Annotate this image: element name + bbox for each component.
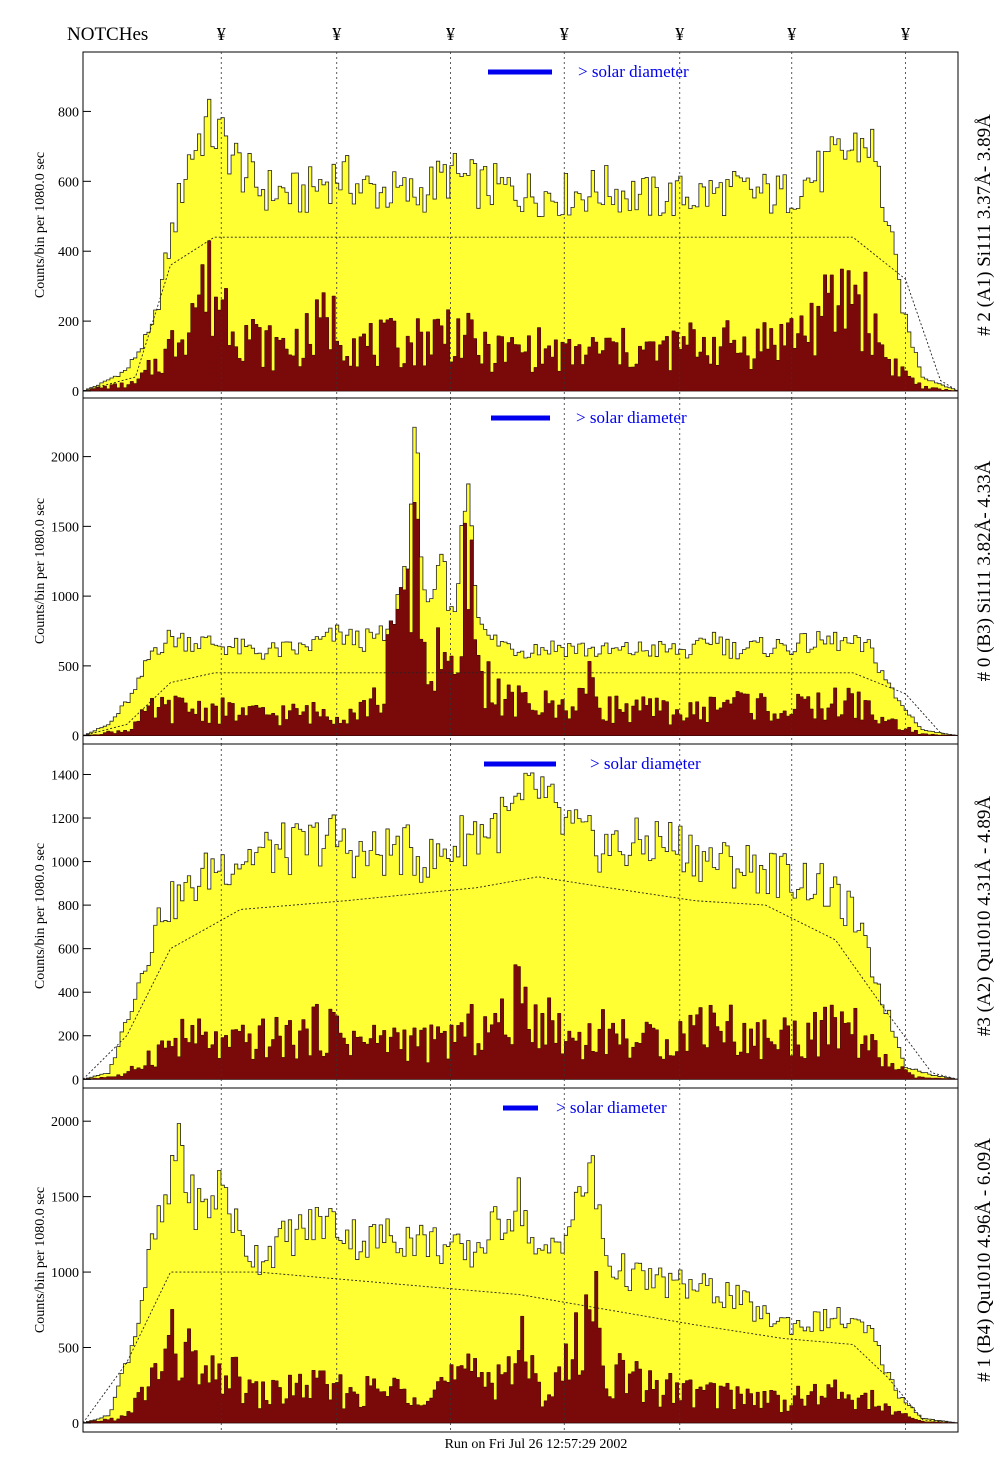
baseline-curve [82, 672, 959, 737]
notch-symbol: ¥ [787, 24, 796, 44]
chart-panel: 0 200 400 600 800 Counts/bin per 1080.0 sec # … [33, 51, 995, 400]
chart-panel: 0 500 1000 1500 2000 Counts/bin per 1080.0 se… [33, 1087, 995, 1433]
chart-panel: 0 200 400 600 800 1000 1200 1400 Counts/bin per … [33, 743, 995, 1089]
envelope-histogram [82, 772, 959, 1080]
y-axis-label: Counts/bin per 1080.0 sec [33, 1187, 48, 1333]
y-tick-label: 1000 [51, 856, 79, 871]
y-tick-label: 400 [58, 245, 79, 260]
y-tick-label: 800 [58, 899, 79, 914]
notches-label: NOTCHes [67, 24, 148, 45]
notch-symbol-row: ¥ ¥ ¥ ¥ ¥ ¥ ¥ [217, 24, 910, 44]
y-tick-label: 800 [58, 105, 79, 120]
y-tick-label: 0 [72, 1417, 79, 1432]
baseline-curve [82, 1271, 959, 1424]
baseline-curve [82, 236, 959, 392]
y-tick-label: 200 [58, 1030, 79, 1045]
notch-symbol: ¥ [675, 24, 684, 44]
run-timestamp: Run on Fri Jul 26 12:57:29 2002 [445, 1437, 628, 1452]
baseline-curve [82, 876, 959, 1080]
legend-text: > solar diameter [578, 62, 689, 81]
y-tick-label: 500 [58, 660, 79, 675]
y-tick-label: 400 [58, 986, 79, 1001]
y-tick-label: 500 [58, 1342, 79, 1357]
y-tick-label: 200 [58, 315, 79, 330]
y-tick-label: 600 [58, 175, 79, 190]
detail-histogram [82, 964, 959, 1080]
legend-text: > solar diameter [590, 754, 701, 773]
y-axis-label: Counts/bin per 1080.0 sec [33, 498, 48, 644]
envelope-histogram [82, 1123, 959, 1424]
y-tick-label: 0 [72, 730, 79, 745]
notch-symbol: ¥ [446, 24, 455, 44]
chart-panels: 0 200 400 600 800 Counts/bin per 1080.0 sec # … [33, 51, 995, 1433]
legend-text: > solar diameter [556, 1098, 667, 1117]
detail-histogram [82, 1271, 959, 1424]
y-axis-label: Counts/bin per 1080.0 sec [33, 843, 48, 989]
detail-histogram [82, 502, 959, 736]
envelope-histogram [82, 98, 959, 392]
y-tick-label: 600 [58, 943, 79, 958]
channel-label: # 2 (A1) Si111 3.37Å- 3.89Å [974, 114, 995, 336]
channel-label: #3 (A2) Qu1010 4.31Å - 4.89Å [974, 796, 995, 1036]
y-tick-label: 1200 [51, 812, 79, 827]
notch-symbol: ¥ [901, 24, 910, 44]
y-tick-label: 1000 [51, 590, 79, 605]
y-tick-label: 0 [72, 385, 79, 400]
legend-text: > solar diameter [576, 408, 687, 427]
y-tick-label: 1400 [51, 768, 79, 783]
y-tick-label: 0 [72, 1073, 79, 1088]
y-tick-label: 1500 [51, 1191, 79, 1206]
y-axis-label: Counts/bin per 1080.0 sec [33, 152, 48, 298]
y-tick-label: 1500 [51, 520, 79, 535]
chart-panel: 0 500 1000 1500 2000 Counts/bin per 1080.0 se… [33, 397, 995, 745]
y-tick-label: 2000 [51, 1115, 79, 1130]
notch-symbol: ¥ [332, 24, 341, 44]
notch-symbol: ¥ [560, 24, 569, 44]
notch-symbol: ¥ [217, 24, 226, 44]
envelope-histogram [82, 426, 959, 737]
detail-histogram [82, 240, 959, 392]
y-tick-label: 2000 [51, 451, 79, 466]
channel-label: # 1 (B4) Qu1010 4.96Å - 6.09Å [974, 1138, 995, 1382]
channel-label: # 0 (B3) Si111 3.82Å- 4.33Å [974, 460, 995, 681]
y-tick-label: 1000 [51, 1266, 79, 1281]
